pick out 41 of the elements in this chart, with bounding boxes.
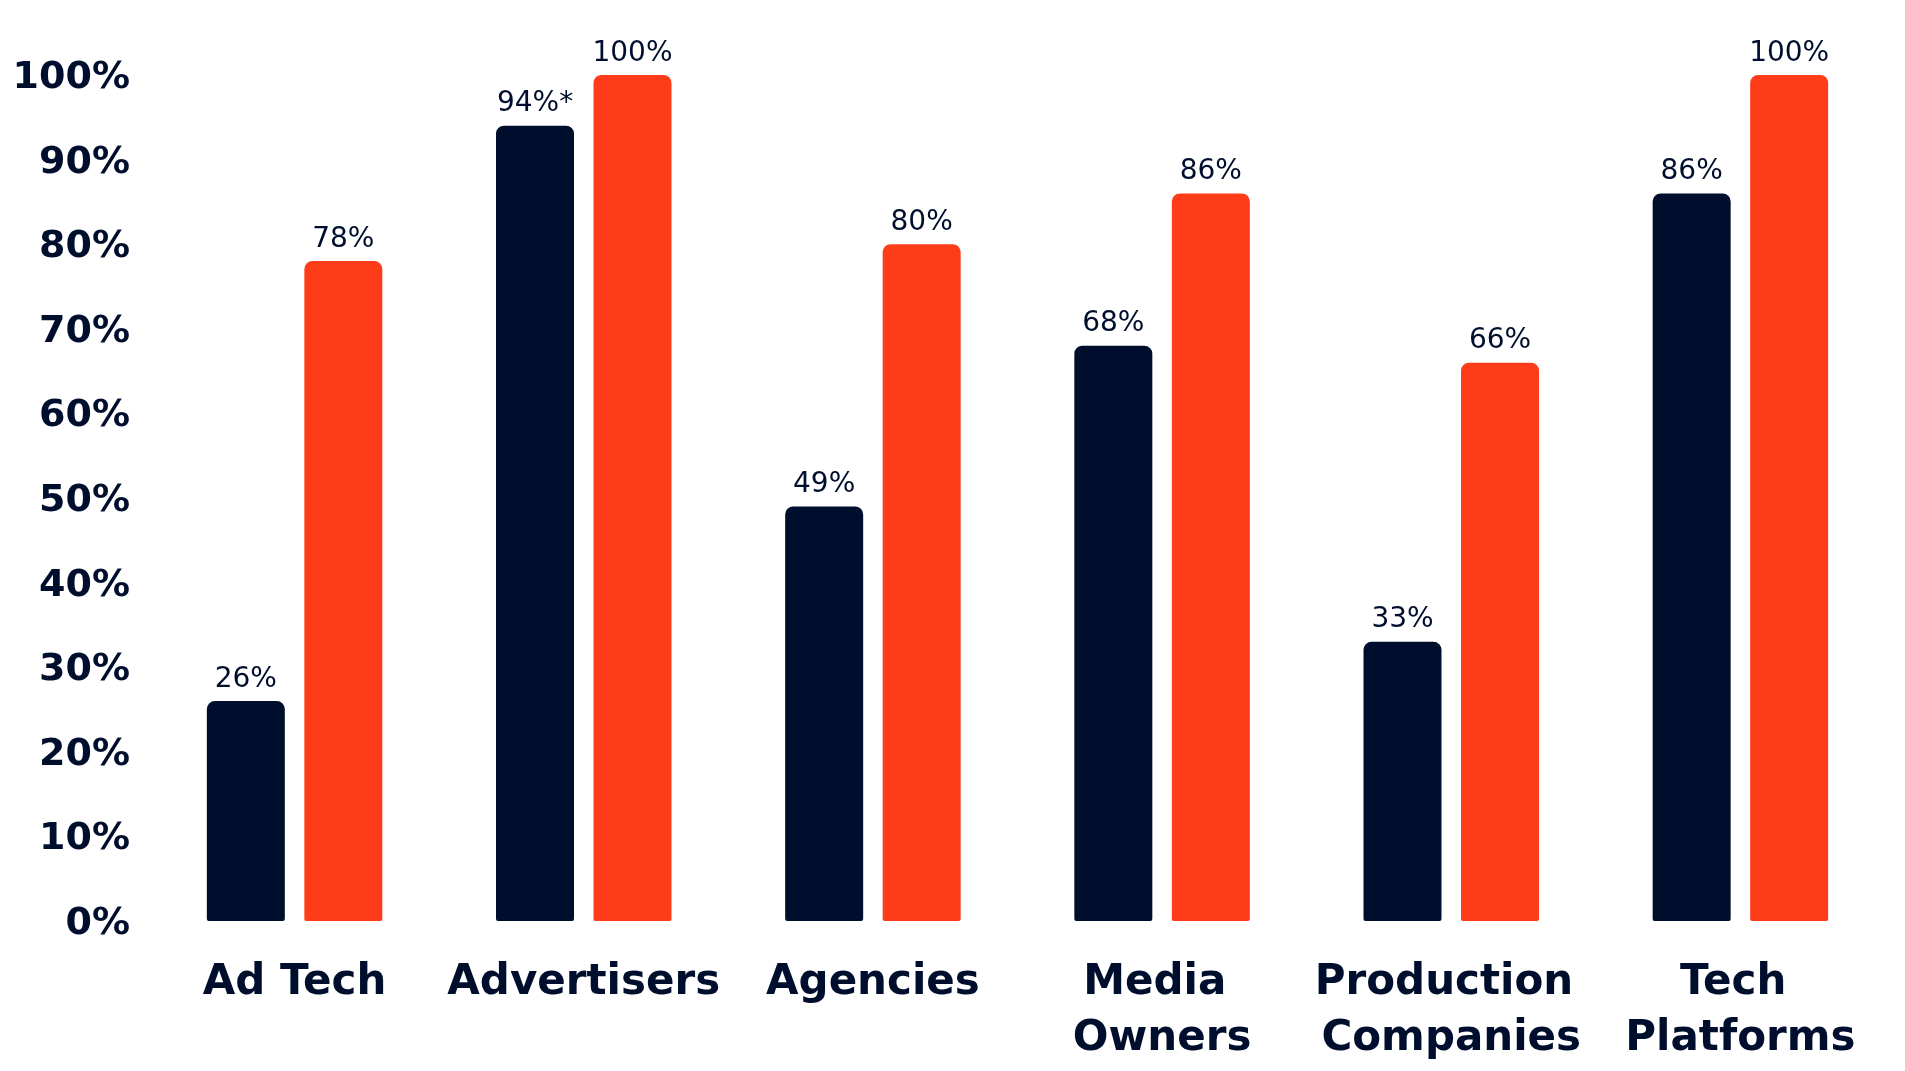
data-label: 100%: [1749, 34, 1830, 68]
data-label: 86%: [1179, 152, 1242, 186]
y-tick-label: 20%: [39, 729, 130, 774]
bar: [1171, 193, 1250, 921]
data-label: 80%: [890, 203, 953, 237]
y-tick-label: 80%: [39, 222, 130, 267]
y-tick-label: 30%: [39, 645, 130, 690]
bar: [593, 75, 672, 921]
y-tick-label: 0%: [65, 899, 130, 943]
x-tick-label: Agencies: [766, 954, 980, 1004]
bar: [304, 261, 383, 921]
y-tick-label: 60%: [39, 391, 130, 436]
data-label: 49%: [793, 465, 856, 499]
y-tick-label: 100%: [12, 53, 130, 97]
data-label: 100%: [592, 34, 673, 68]
y-tick-label: 40%: [39, 560, 130, 605]
y-tick-label: 50%: [39, 476, 130, 520]
bar: [206, 701, 285, 921]
x-tick-label: Tech Platforms: [1625, 954, 1856, 1060]
data-label: 33%: [1371, 601, 1434, 635]
y-tick-label: 70%: [39, 306, 130, 351]
x-tick-label: Media Owners: [1072, 954, 1252, 1060]
bar: [1363, 641, 1442, 921]
bar: [1750, 75, 1829, 921]
data-label: 66%: [1468, 322, 1532, 356]
bar: [1461, 362, 1539, 921]
bar: [1652, 193, 1731, 921]
x-tick-label: Ad Tech: [202, 954, 387, 1004]
y-tick-label: 10%: [39, 814, 130, 859]
bar: [1074, 345, 1153, 921]
data-label: 94%*: [496, 85, 574, 119]
y-tick-label: 90%: [39, 137, 130, 182]
data-label: 86%: [1660, 152, 1723, 186]
bar: [785, 506, 864, 921]
x-tick-label: Advertisers: [447, 954, 721, 1004]
data-label: 68%: [1082, 305, 1145, 339]
bar: [496, 125, 574, 921]
x-tick-label: Production Companies: [1314, 954, 1588, 1060]
data-label: 78%: [312, 220, 375, 254]
bar: [882, 244, 961, 921]
data-label: 26%: [214, 660, 277, 694]
